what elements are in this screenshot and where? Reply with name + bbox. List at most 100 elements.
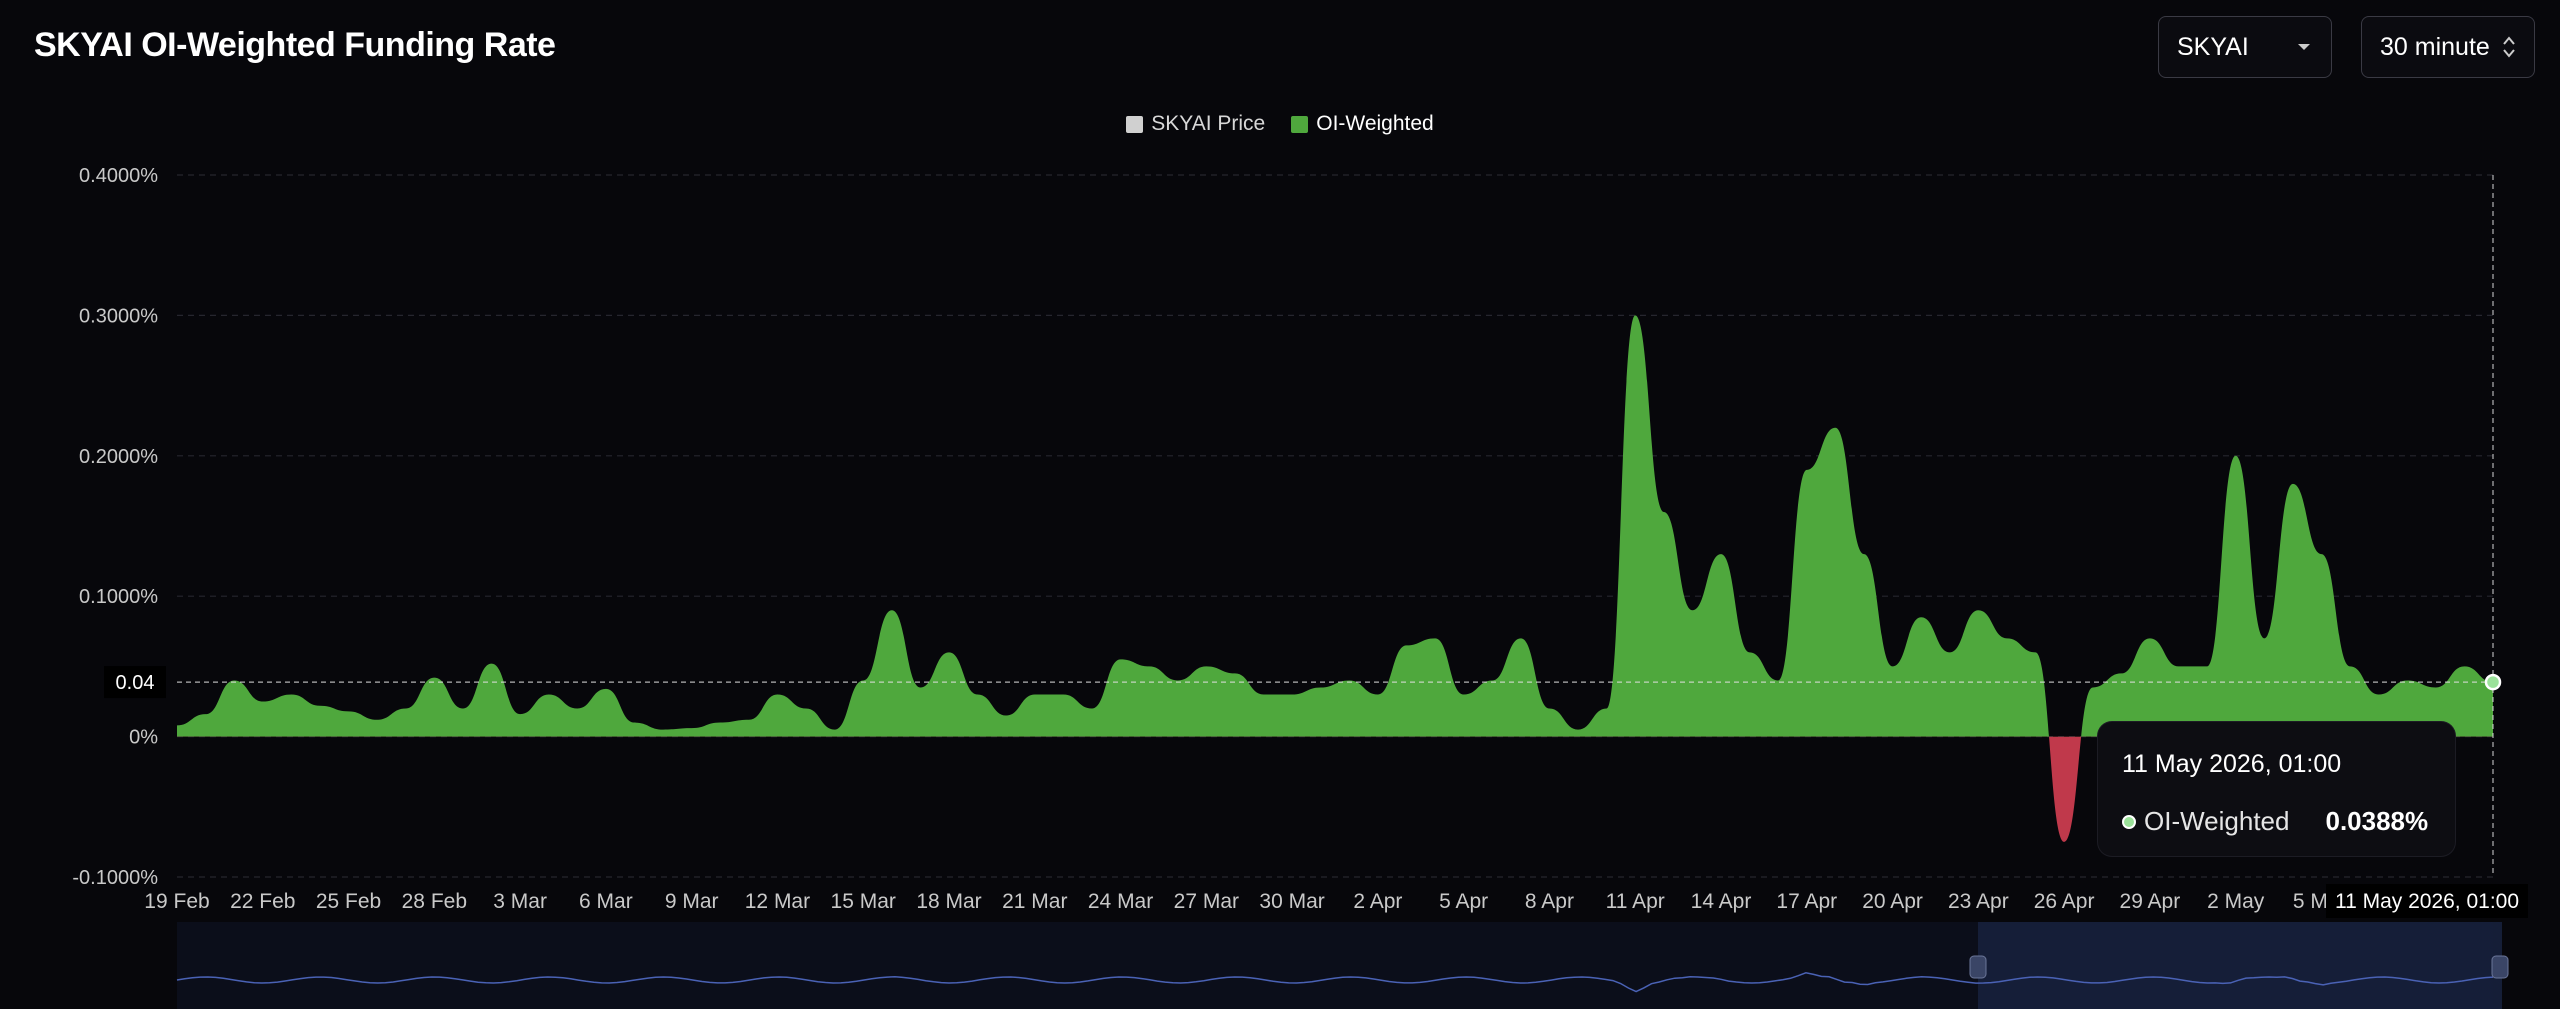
chart-tooltip: 11 May 2026, 01:00 OI-Weighted 0.0388% — [2098, 722, 2455, 856]
crosshair-y-label: 0.04 — [116, 672, 155, 694]
x-tick-label: 18 Mar — [916, 890, 981, 913]
data-point — [2318, 551, 2324, 557]
interval-select[interactable]: 30 minute — [2361, 16, 2535, 78]
data-point — [1289, 691, 1295, 697]
data-point — [1632, 312, 1638, 318]
data-point — [1432, 635, 1438, 641]
data-point — [975, 691, 981, 697]
data-point — [832, 727, 838, 733]
data-point — [1661, 509, 1667, 515]
data-point — [1518, 635, 1524, 641]
data-point — [603, 686, 609, 692]
tooltip-series-name: OI-Weighted — [2144, 806, 2290, 836]
data-point — [1003, 713, 1009, 719]
data-point — [174, 722, 180, 728]
data-point — [374, 717, 380, 723]
navigator-selection — [1978, 922, 2502, 1009]
crosshair-y-label-bg — [104, 666, 166, 699]
data-point — [689, 725, 695, 731]
x-tick-label: 6 Mar — [579, 890, 633, 913]
legend-swatch-oi-weighted — [1291, 115, 1309, 133]
legend-label-price: SKYAI Price — [1151, 112, 1266, 135]
legend-item-price[interactable]: SKYAI Price — [1126, 112, 1265, 136]
data-point — [203, 711, 209, 717]
x-tick-label: 21 Mar — [1002, 890, 1067, 913]
x-tick-label: 25 Feb — [316, 890, 381, 913]
data-point — [2004, 635, 2010, 641]
y-tick-label: 0.2000% — [79, 446, 158, 468]
data-point — [1060, 691, 1066, 697]
x-tick-label: 22 Feb — [230, 890, 295, 913]
data-point — [2347, 663, 2353, 669]
x-tick-label: 24 Mar — [1088, 890, 1153, 913]
data-point — [317, 703, 323, 709]
data-point — [1604, 706, 1610, 712]
x-tick-label: 26 Apr — [2034, 890, 2095, 913]
crosshair-x-label: 11 May 2026, 01:00 — [2335, 890, 2519, 913]
data-point — [803, 706, 809, 712]
data-point — [2376, 691, 2382, 697]
x-tick-label: 2 Apr — [1353, 890, 1402, 913]
y-tick-label: 0% — [129, 727, 158, 749]
data-point — [1403, 642, 1409, 648]
data-point — [774, 691, 780, 697]
x-tick-label: 14 Apr — [1691, 890, 1752, 913]
data-point — [2175, 663, 2181, 669]
data-point — [2033, 649, 2039, 655]
tooltip-series-dot — [2122, 814, 2136, 829]
data-point — [574, 706, 580, 712]
chart-legend: SKYAI Price OI-Weighted — [0, 112, 2560, 136]
data-point — [1861, 551, 1867, 557]
legend-item-oi-weighted[interactable]: OI-Weighted — [1291, 112, 1434, 136]
x-tick-label: 15 Mar — [831, 890, 896, 913]
data-point — [346, 708, 352, 714]
data-point — [431, 675, 437, 681]
symbol-select[interactable]: SKYAI — [2158, 16, 2332, 78]
data-point — [2233, 453, 2239, 459]
x-tick-label: 23 Apr — [1948, 890, 2009, 913]
data-point — [660, 727, 666, 733]
y-tick-label: 0.4000% — [79, 165, 158, 187]
x-tick-label: 17 Apr — [1776, 890, 1837, 913]
data-point — [1375, 691, 1381, 697]
data-point — [1947, 649, 1953, 655]
x-tick-label: 3 Mar — [493, 890, 547, 913]
data-point — [1118, 656, 1124, 662]
data-point — [1975, 607, 1981, 613]
data-point — [1747, 649, 1753, 655]
data-point — [2290, 481, 2296, 487]
data-point — [288, 691, 294, 697]
data-point — [2433, 684, 2439, 690]
data-point — [1232, 670, 1238, 676]
x-tick-label: 27 Mar — [1174, 890, 1239, 913]
data-point — [1032, 691, 1038, 697]
x-tick-label: 2 May — [2207, 890, 2265, 913]
data-point — [946, 649, 952, 655]
tooltip-value: 0.0388% — [2325, 806, 2429, 836]
data-point — [546, 691, 552, 697]
data-point — [1546, 706, 1552, 712]
data-point — [1575, 727, 1581, 733]
data-point — [1203, 663, 1209, 669]
data-point — [2090, 684, 2096, 690]
data-point — [517, 711, 523, 717]
data-point — [460, 706, 466, 712]
x-tick-label: 29 Apr — [2120, 890, 2181, 913]
y-tick-label: 0.3000% — [79, 305, 158, 327]
data-point — [1089, 706, 1095, 712]
up-down-chevron-icon — [2503, 36, 2515, 58]
x-tick-label: 5 Apr — [1439, 890, 1488, 913]
legend-label-oi-weighted: OI-Weighted — [1316, 112, 1434, 135]
data-point — [1461, 691, 1467, 697]
x-tick-label: 8 Apr — [1525, 890, 1574, 913]
y-tick-label: -0.1000% — [72, 867, 158, 889]
x-tick-label: 30 Mar — [1259, 890, 1324, 913]
navigator-handle-right[interactable] — [2491, 955, 2509, 979]
symbol-select-value: SKYAI — [2177, 32, 2249, 61]
navigator-handle-left[interactable] — [1969, 955, 1987, 979]
data-point — [260, 699, 266, 705]
data-point — [489, 661, 495, 667]
data-point — [631, 720, 637, 726]
x-tick-label: 19 Feb — [144, 890, 209, 913]
